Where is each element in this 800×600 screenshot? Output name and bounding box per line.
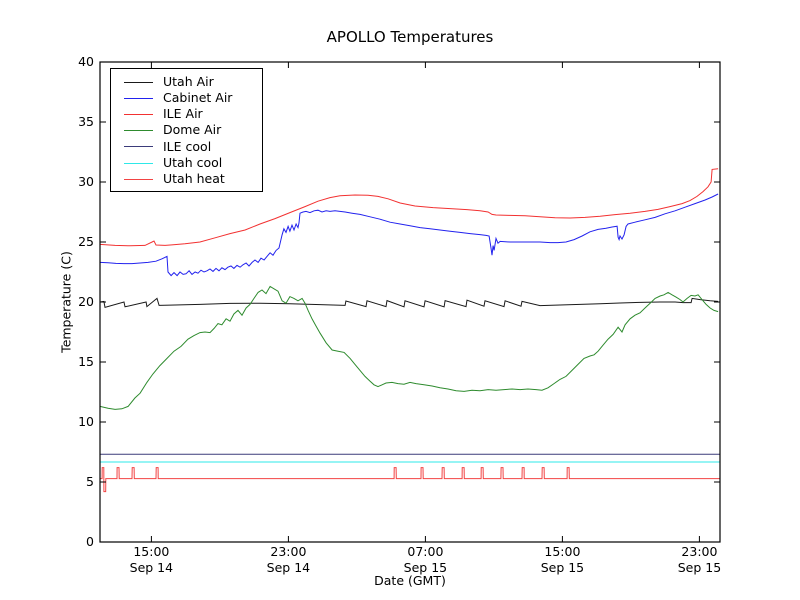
- legend-entry-utah-air: Utah Air: [111, 74, 262, 90]
- chart-title: APOLLO Temperatures: [326, 28, 494, 46]
- legend-line-sample: [124, 113, 153, 115]
- x-tick-label: 15:00 Sep 14: [106, 544, 196, 576]
- x-tick-time: 15:00: [133, 544, 170, 559]
- legend-label: Dome Air: [163, 122, 222, 138]
- x-tick-date: Sep 14: [129, 560, 174, 575]
- y-tick-label: 35: [78, 114, 94, 129]
- x-tick-label: 07:00 Sep 15: [380, 544, 470, 576]
- legend-line-sample: [124, 178, 153, 180]
- series-line-cabinet-air: [99, 193, 719, 277]
- legend-entry-ile-cool: ILE cool: [111, 139, 262, 155]
- x-tick-time: 23:00: [270, 544, 307, 559]
- legend-label: ILE Air: [163, 106, 203, 122]
- legend-line-sample: [124, 162, 153, 164]
- series-line-dome-air: [99, 285, 719, 410]
- series-line-utah-heat: [100, 467, 720, 493]
- legend-entry-utah-cool: Utah cool: [111, 155, 262, 171]
- y-tick-label: 20: [78, 294, 94, 309]
- x-tick-date: Sep 15: [677, 560, 722, 575]
- x-tick-time: 07:00: [407, 544, 444, 559]
- legend-line-sample: [124, 146, 153, 148]
- x-axis-label: Date (GMT): [374, 573, 446, 588]
- legend: Utah Air Cabinet Air ILE Air Dome Air ILE co…: [110, 68, 263, 193]
- y-tick-label: 10: [78, 414, 94, 429]
- y-tick-label: 30: [78, 174, 94, 189]
- x-tick-date: Sep 14: [266, 560, 311, 575]
- legend-entry-cabinet-air: Cabinet Air: [111, 90, 262, 106]
- legend-label: ILE cool: [163, 138, 212, 154]
- series-line-utah-air: [99, 297, 719, 309]
- x-tick-label: 23:00 Sep 15: [654, 544, 744, 576]
- x-tick-label: 23:00 Sep 14: [243, 544, 333, 576]
- y-tick-label: 40: [78, 54, 94, 69]
- legend-label: Utah cool: [163, 154, 223, 170]
- legend-entry-dome-air: Dome Air: [111, 123, 262, 139]
- legend-entry-utah-heat: Utah heat: [111, 171, 262, 187]
- legend-line-sample: [124, 130, 153, 132]
- x-tick-time: 15:00: [544, 544, 581, 559]
- legend-label: Cabinet Air: [163, 90, 233, 106]
- legend-entry-ile-air: ILE Air: [111, 106, 262, 122]
- legend-line-sample: [124, 81, 153, 83]
- y-tick-label: 5: [86, 474, 94, 489]
- legend-label: Utah Air: [163, 73, 214, 89]
- x-tick-date: Sep 15: [540, 560, 585, 575]
- x-tick-time: 23:00: [681, 544, 718, 559]
- legend-line-sample: [124, 97, 153, 99]
- y-tick-label: 15: [78, 354, 94, 369]
- series-line-ile-air: [99, 168, 719, 247]
- legend-label: Utah heat: [163, 170, 225, 186]
- x-tick-label: 15:00 Sep 15: [517, 544, 607, 576]
- y-tick-label: 0: [86, 534, 94, 549]
- y-tick-label: 25: [78, 234, 94, 249]
- x-tick-date: Sep 15: [403, 560, 448, 575]
